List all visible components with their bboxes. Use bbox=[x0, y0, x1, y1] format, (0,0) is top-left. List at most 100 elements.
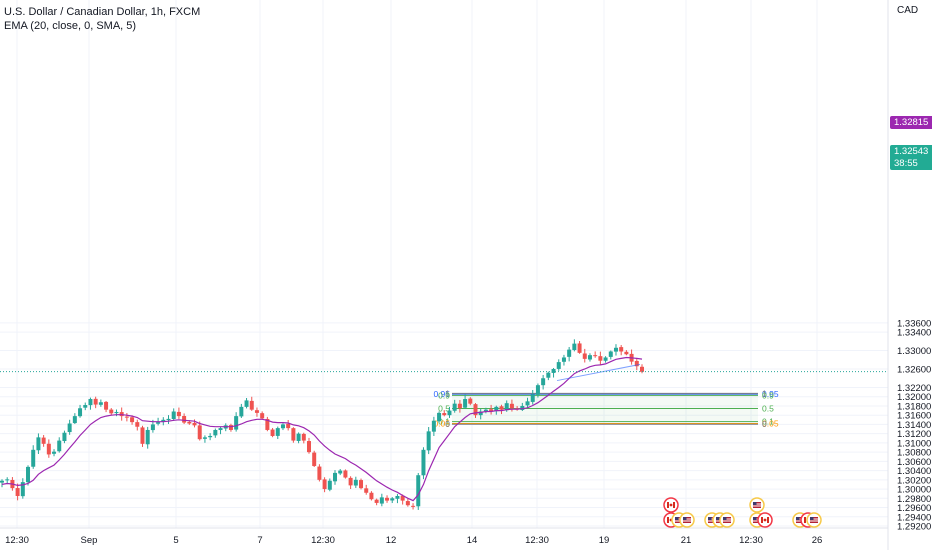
candle-body bbox=[67, 423, 72, 433]
candle-body bbox=[187, 421, 192, 424]
candle-body bbox=[166, 418, 171, 421]
candle-body bbox=[265, 418, 270, 430]
currency-label: CAD bbox=[897, 5, 919, 16]
y-tick-label: 1.33000 bbox=[897, 346, 931, 357]
flag-canton bbox=[716, 517, 720, 520]
candle-body bbox=[306, 441, 311, 453]
canada-flag-icon bbox=[663, 497, 679, 513]
flag-stripe bbox=[753, 520, 761, 522]
candle-body bbox=[416, 475, 421, 507]
candle-body bbox=[197, 425, 202, 440]
candle-body bbox=[78, 408, 83, 417]
ema-price-tag: 1.32815 bbox=[890, 116, 932, 129]
us-flag-icon bbox=[679, 512, 695, 528]
flag-canton bbox=[675, 517, 679, 520]
candle-body bbox=[587, 355, 592, 360]
candle-body bbox=[333, 472, 338, 482]
candle-body bbox=[468, 398, 473, 404]
y-tick-label: 1.32600 bbox=[897, 365, 931, 376]
candle-body bbox=[556, 362, 561, 369]
flag-canton bbox=[683, 517, 687, 520]
y-tick-label: 1.30600 bbox=[897, 457, 931, 468]
candle-body bbox=[369, 492, 374, 500]
chart-legend: U.S. Dollar / Canadian Dollar, 1h, FXCM … bbox=[4, 5, 200, 33]
bar-countdown: 38:55 bbox=[894, 158, 918, 169]
candle-body bbox=[213, 429, 218, 436]
x-tick-label: 12:30 bbox=[5, 535, 29, 546]
candle-body bbox=[546, 372, 551, 378]
grid-lines bbox=[0, 0, 888, 528]
flag-band bbox=[667, 502, 669, 508]
candle-body bbox=[348, 477, 353, 486]
flag-canton bbox=[753, 502, 757, 505]
fib-level-label-left: 0.1 bbox=[438, 417, 450, 427]
y-tick-label: 1.29600 bbox=[897, 503, 931, 514]
candle-body bbox=[93, 398, 98, 405]
flag-field bbox=[753, 517, 761, 523]
flag-band bbox=[804, 517, 806, 523]
candle-body bbox=[244, 400, 249, 407]
fib-zone bbox=[452, 408, 758, 422]
candle-body bbox=[145, 429, 150, 445]
candle-body bbox=[447, 410, 452, 416]
flag-canton bbox=[708, 517, 712, 520]
flag-stripe bbox=[810, 518, 818, 520]
y-tick-label: 1.32000 bbox=[897, 392, 931, 403]
candle-body bbox=[124, 416, 129, 418]
candle-body bbox=[176, 411, 181, 417]
candle-body bbox=[41, 437, 46, 444]
x-tick-label: 26 bbox=[812, 535, 823, 546]
candle-body bbox=[270, 429, 275, 436]
ema-indicator-label[interactable]: EMA (20, close, 0, SMA, 5) bbox=[4, 20, 137, 32]
x-tick-label: 19 bbox=[599, 535, 610, 546]
candle-body bbox=[46, 443, 51, 455]
candle-body bbox=[385, 497, 390, 501]
fibonacci-retracement: 0.95 0.951 10.9 0.90.5 0.50.1 0.10.05 0.050 0 bbox=[433, 388, 778, 429]
candle-body bbox=[31, 449, 36, 467]
candle-body bbox=[114, 411, 119, 414]
y-tick-label: 1.32200 bbox=[897, 383, 931, 394]
y-tick-label: 1.29200 bbox=[897, 522, 931, 533]
ema-line bbox=[1, 356, 643, 502]
flag-band bbox=[667, 517, 669, 523]
candle-body bbox=[525, 401, 530, 406]
flag-band bbox=[673, 502, 675, 508]
candle-body bbox=[598, 356, 603, 361]
candle-body bbox=[62, 432, 67, 442]
flag-stripe bbox=[753, 503, 761, 505]
canada-flag-icon bbox=[757, 512, 773, 528]
y-tick-label: 1.31800 bbox=[897, 401, 931, 412]
fib-level-label-right: 0.1 bbox=[762, 417, 774, 427]
fib-level-label-left: 0.9 bbox=[438, 390, 450, 400]
candle-body bbox=[343, 470, 348, 478]
candle-body bbox=[88, 399, 93, 406]
flag-stripe bbox=[723, 518, 731, 520]
candle-body bbox=[301, 433, 306, 441]
flag-stripe bbox=[683, 520, 691, 522]
flag-band bbox=[767, 517, 769, 523]
flag-field bbox=[796, 517, 804, 523]
fib-level-label-left: 0.95 bbox=[433, 389, 450, 399]
trend-line bbox=[556, 363, 641, 382]
candle-body bbox=[312, 452, 317, 466]
flag-stripe bbox=[810, 520, 818, 522]
flag-stripe bbox=[708, 518, 716, 520]
candle-body bbox=[567, 349, 572, 357]
candle-body bbox=[72, 416, 77, 424]
candle-body bbox=[239, 406, 244, 417]
symbol-title[interactable]: U.S. Dollar / Canadian Dollar, 1h, FXCM bbox=[4, 6, 201, 18]
candle-body bbox=[218, 428, 223, 431]
y-tick-label: 1.29400 bbox=[897, 512, 931, 523]
fib-level-label-left: 0.5 bbox=[438, 403, 450, 413]
candle-body bbox=[130, 417, 135, 423]
fib-level-label-left: 1 bbox=[445, 388, 450, 398]
candle-body bbox=[530, 394, 535, 402]
flag-canton bbox=[723, 517, 727, 520]
flag-stripe bbox=[708, 520, 716, 522]
candle-body bbox=[36, 437, 41, 451]
fib-level-label-right: 0.9 bbox=[762, 390, 774, 400]
candle-body bbox=[405, 501, 410, 506]
candle-body bbox=[104, 401, 109, 410]
